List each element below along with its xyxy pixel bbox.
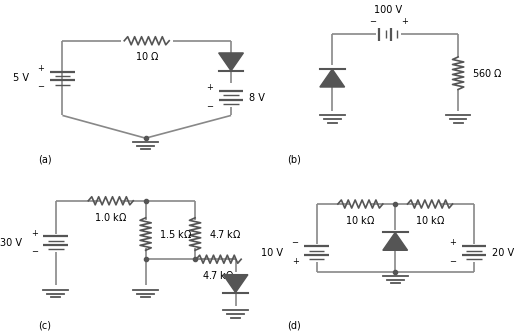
Polygon shape [320, 69, 345, 87]
Text: 10 k$\Omega$: 10 k$\Omega$ [415, 214, 445, 226]
Text: +: + [449, 239, 456, 248]
Text: 4.7 k$\Omega$: 4.7 k$\Omega$ [209, 228, 241, 240]
Text: +: + [292, 257, 298, 266]
Text: 1.5 k$\Omega$: 1.5 k$\Omega$ [159, 228, 193, 240]
Text: 4.7 k$\Omega$: 4.7 k$\Omega$ [202, 269, 235, 281]
Text: −: − [292, 239, 298, 248]
Polygon shape [223, 275, 248, 293]
Text: −: − [369, 17, 376, 26]
Text: 5 V: 5 V [13, 73, 29, 83]
Text: (a): (a) [38, 154, 51, 164]
Polygon shape [383, 233, 407, 250]
Text: +: + [37, 64, 45, 73]
Text: 560 $\Omega$: 560 $\Omega$ [472, 67, 502, 79]
Text: 100 V: 100 V [374, 5, 403, 15]
Polygon shape [218, 53, 243, 71]
Text: 10 $\Omega$: 10 $\Omega$ [134, 50, 159, 62]
Text: (c): (c) [38, 321, 51, 331]
Text: 30 V: 30 V [0, 238, 22, 248]
Text: (b): (b) [288, 154, 301, 164]
Text: −: − [31, 247, 38, 256]
Text: 8 V: 8 V [249, 93, 265, 102]
Text: −: − [449, 257, 456, 266]
Text: +: + [31, 229, 38, 238]
Text: 1.0 k$\Omega$: 1.0 k$\Omega$ [94, 211, 127, 222]
Text: 20 V: 20 V [492, 248, 514, 258]
Text: +: + [401, 17, 407, 26]
Text: 10 V: 10 V [261, 248, 283, 258]
Text: (d): (d) [288, 321, 301, 331]
Text: 10 k$\Omega$: 10 k$\Omega$ [345, 214, 375, 226]
Text: +: + [206, 83, 213, 92]
Text: −: − [37, 83, 45, 91]
Text: −: − [206, 102, 213, 111]
